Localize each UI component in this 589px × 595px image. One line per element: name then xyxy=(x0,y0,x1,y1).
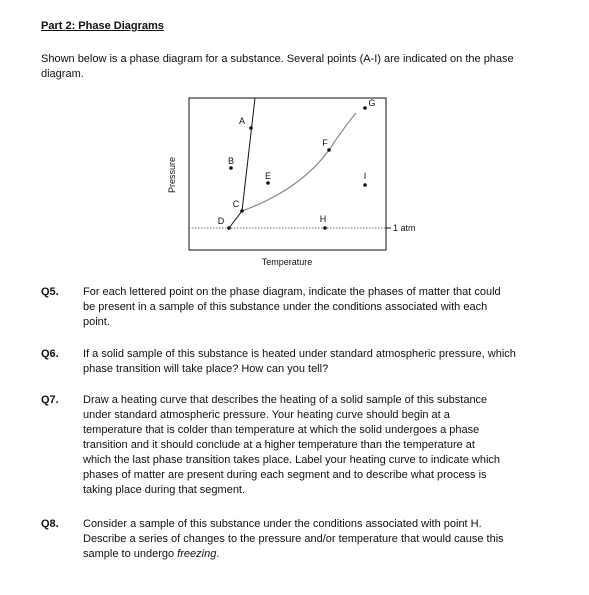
question-text: For each lettered point on the phase dia… xyxy=(83,285,501,330)
question-line: taking place during that segment. xyxy=(83,484,246,496)
question-line: Describe a series of changes to the pres… xyxy=(83,533,504,545)
text: . xyxy=(216,548,220,560)
point-label: D xyxy=(218,216,225,226)
question-line: under standard atmospheric pressure. You… xyxy=(83,409,450,421)
question-line: be present in a sample of this substance… xyxy=(83,301,488,313)
point-label: B xyxy=(228,156,234,166)
question-text: Consider a sample of this substance unde… xyxy=(83,517,504,562)
title: Part 2: Phase Diagrams xyxy=(41,20,164,32)
point-label: F xyxy=(322,138,328,148)
question-line: Consider a sample of this substance unde… xyxy=(83,518,482,530)
x-axis-label: Temperature xyxy=(262,257,313,267)
text: sample to undergo xyxy=(83,548,178,560)
point xyxy=(266,181,270,185)
point-label: E xyxy=(265,171,271,181)
question-line: If a solid sample of this substance is h… xyxy=(83,348,516,360)
point xyxy=(323,226,327,230)
phase-diagram: Pressure Temperature 1 atm A B CD E F G H I xyxy=(167,97,416,267)
emphasis: freezing xyxy=(177,548,217,560)
question-line: point. xyxy=(83,316,110,328)
question-text: Draw a heating curve that describes the … xyxy=(83,393,500,498)
point xyxy=(227,226,231,230)
point xyxy=(327,148,331,152)
point xyxy=(363,183,367,187)
point xyxy=(249,126,253,130)
point-label: H xyxy=(320,214,327,224)
question-number: Q6. xyxy=(41,348,59,360)
question-line: For each lettered point on the phase dia… xyxy=(83,286,501,298)
question-number: Q8. xyxy=(41,518,59,530)
question-number: Q7. xyxy=(41,394,59,406)
y-axis-label: Pressure xyxy=(167,157,177,193)
point xyxy=(240,209,244,213)
point-label: I xyxy=(364,171,367,181)
point-label: A xyxy=(239,116,245,126)
point xyxy=(229,166,233,170)
point-label: G xyxy=(368,98,375,108)
question-text: If a solid sample of this substance is h… xyxy=(83,347,516,377)
question-line: phases of matter are present during each… xyxy=(83,469,487,481)
intro-line: diagram. xyxy=(41,68,84,80)
intro: Shown below is a phase diagram for a sub… xyxy=(41,52,514,82)
vaporization-curve xyxy=(241,112,357,212)
question-line: phase transition will take place? How ca… xyxy=(83,363,329,375)
point-label: C xyxy=(233,199,240,209)
question-line: temperature that is colder than temperat… xyxy=(83,424,480,436)
question-line: sample to undergo freezing. xyxy=(83,547,504,562)
question-number: Q5. xyxy=(41,286,59,298)
question-line: transition and it should conclude at a h… xyxy=(83,439,475,451)
reference-label: 1 atm xyxy=(393,223,416,233)
intro-line: Shown below is a phase diagram for a sub… xyxy=(41,53,514,65)
question-line: which the last phase transition takes pl… xyxy=(83,454,501,466)
question-line: Draw a heating curve that describes the … xyxy=(83,394,488,406)
frame xyxy=(188,97,387,251)
point xyxy=(363,106,367,110)
